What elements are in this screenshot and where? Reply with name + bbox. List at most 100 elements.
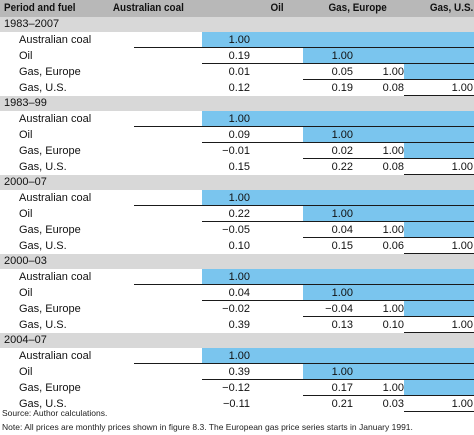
matrix-shading — [303, 285, 474, 301]
row-rule — [202, 300, 474, 301]
footnote: Note: All prices are monthly prices show… — [2, 422, 413, 432]
row-rule — [202, 63, 474, 64]
table-row: Gas, U.S. 0.10 0.15 0.06 1.00 — [0, 238, 474, 254]
correlation-value: 1.00 — [228, 350, 250, 362]
correlation-value: 1.00 — [331, 129, 353, 141]
correlation-value: 0.19 — [228, 50, 250, 62]
row-rule — [303, 316, 474, 317]
correlation-value: 0.19 — [331, 82, 353, 94]
correlation-value: 1.00 — [382, 66, 404, 78]
table-row: Australian coal 1.00 — [0, 269, 474, 285]
correlation-value: 1.00 — [228, 34, 250, 46]
row-rule — [202, 142, 474, 143]
table-row: Australian coal 1.00 — [0, 111, 474, 127]
correlation-value: 0.12 — [228, 82, 250, 94]
correlation-value: 0.08 — [382, 82, 404, 94]
correlation-value: 1.00 — [451, 240, 473, 252]
period-header: 2000–07 — [0, 175, 474, 190]
fuel-label: Oil — [19, 208, 33, 220]
row-rule — [303, 158, 474, 159]
row-rule — [134, 363, 474, 364]
table-row: Gas, U.S. 0.15 0.22 0.08 1.00 — [0, 159, 474, 175]
row-rule — [134, 47, 474, 48]
row-rule — [202, 221, 474, 222]
table-row: Gas, Europe −0.02 −0.04 1.00 — [0, 301, 474, 317]
row-rule — [404, 253, 474, 254]
row-rule — [404, 332, 474, 333]
table-row: Gas, Europe 0.01 0.05 1.00 — [0, 64, 474, 80]
period-label: 1983–2007 — [4, 18, 60, 30]
table-row: Gas, Europe −0.01 0.02 1.00 — [0, 143, 474, 159]
correlation-value: 0.15 — [331, 240, 353, 252]
matrix-shading — [202, 190, 474, 206]
row-rule — [134, 126, 474, 127]
matrix-shading — [202, 269, 474, 285]
correlation-value: 1.00 — [331, 208, 353, 220]
table-row: Gas, Europe −0.05 0.04 1.00 — [0, 222, 474, 238]
correlation-value: 1.00 — [228, 271, 250, 283]
correlation-value: 1.00 — [331, 366, 353, 378]
row-rule — [202, 379, 474, 380]
period-label: 2000–03 — [4, 255, 47, 267]
table-row: Gas, U.S. 0.12 0.19 0.08 1.00 — [0, 80, 474, 96]
table-row: Australian coal 1.00 — [0, 348, 474, 364]
row-rule — [303, 395, 474, 396]
period-label: 2004–07 — [4, 334, 47, 346]
correlation-value: 0.09 — [228, 129, 250, 141]
fuel-label: Australian coal — [19, 350, 92, 362]
header-oil: Oil — [270, 2, 284, 14]
correlation-value: 0.05 — [331, 66, 353, 78]
correlation-value: 0.22 — [228, 208, 250, 220]
correlation-value: 0.22 — [331, 161, 353, 173]
correlation-value: 1.00 — [451, 82, 473, 94]
fuel-label: Australian coal — [19, 192, 92, 204]
correlation-value: 0.17 — [331, 382, 353, 394]
matrix-shading — [202, 348, 474, 364]
row-rule — [303, 237, 474, 238]
correlation-value: 0.15 — [228, 161, 250, 173]
table-row: Oil 0.04 1.00 — [0, 285, 474, 301]
table-row: Oil 0.19 1.00 — [0, 48, 474, 64]
correlation-value: 1.00 — [382, 224, 404, 236]
correlation-value: 0.02 — [331, 145, 353, 157]
header-period-fuel: Period and fuel — [4, 2, 76, 14]
row-rule — [404, 95, 474, 96]
correlation-value: −0.12 — [222, 382, 250, 394]
period-header: 1983–2007 — [0, 17, 474, 32]
correlation-value: 1.00 — [382, 145, 404, 157]
correlation-value: 1.00 — [331, 50, 353, 62]
table-row: Oil 0.39 1.00 — [0, 364, 474, 380]
correlation-value: 1.00 — [451, 398, 473, 410]
fuel-label: Oil — [19, 366, 33, 378]
matrix-shading — [303, 48, 474, 64]
correlation-value: 0.39 — [228, 319, 250, 331]
correlation-value: 0.04 — [228, 287, 250, 299]
fuel-label: Gas, U.S. — [19, 161, 67, 173]
correlation-value: 0.10 — [228, 240, 250, 252]
fuel-label: Oil — [19, 50, 33, 62]
fuel-label: Gas, Europe — [19, 66, 81, 78]
table-row: Australian coal 1.00 — [0, 190, 474, 206]
header-australian-coal: Australian coal — [113, 2, 184, 14]
correlation-value: 0.10 — [382, 319, 404, 331]
correlation-value: 0.04 — [331, 224, 353, 236]
correlation-value: −0.05 — [222, 224, 250, 236]
table-row: Gas, U.S. −0.11 0.21 0.03 1.00 — [0, 396, 474, 412]
matrix-shading — [404, 64, 474, 80]
correlation-value: 1.00 — [451, 161, 473, 173]
correlation-value: 0.21 — [331, 398, 353, 410]
correlation-value: 0.01 — [228, 66, 250, 78]
matrix-shading — [303, 206, 474, 222]
matrix-shading — [404, 222, 474, 238]
correlation-value: 0.39 — [228, 366, 250, 378]
correlation-value: 1.00 — [228, 113, 250, 125]
fuel-label: Oil — [19, 287, 33, 299]
period-header: 2004–07 — [0, 333, 474, 348]
matrix-shading — [404, 380, 474, 396]
correlation-value: 0.03 — [382, 398, 404, 410]
table-header: Period and fuel Australian coal Oil Gas,… — [0, 0, 474, 17]
fuel-label: Gas, Europe — [19, 224, 81, 236]
matrix-shading — [202, 32, 474, 48]
row-rule — [134, 205, 474, 206]
